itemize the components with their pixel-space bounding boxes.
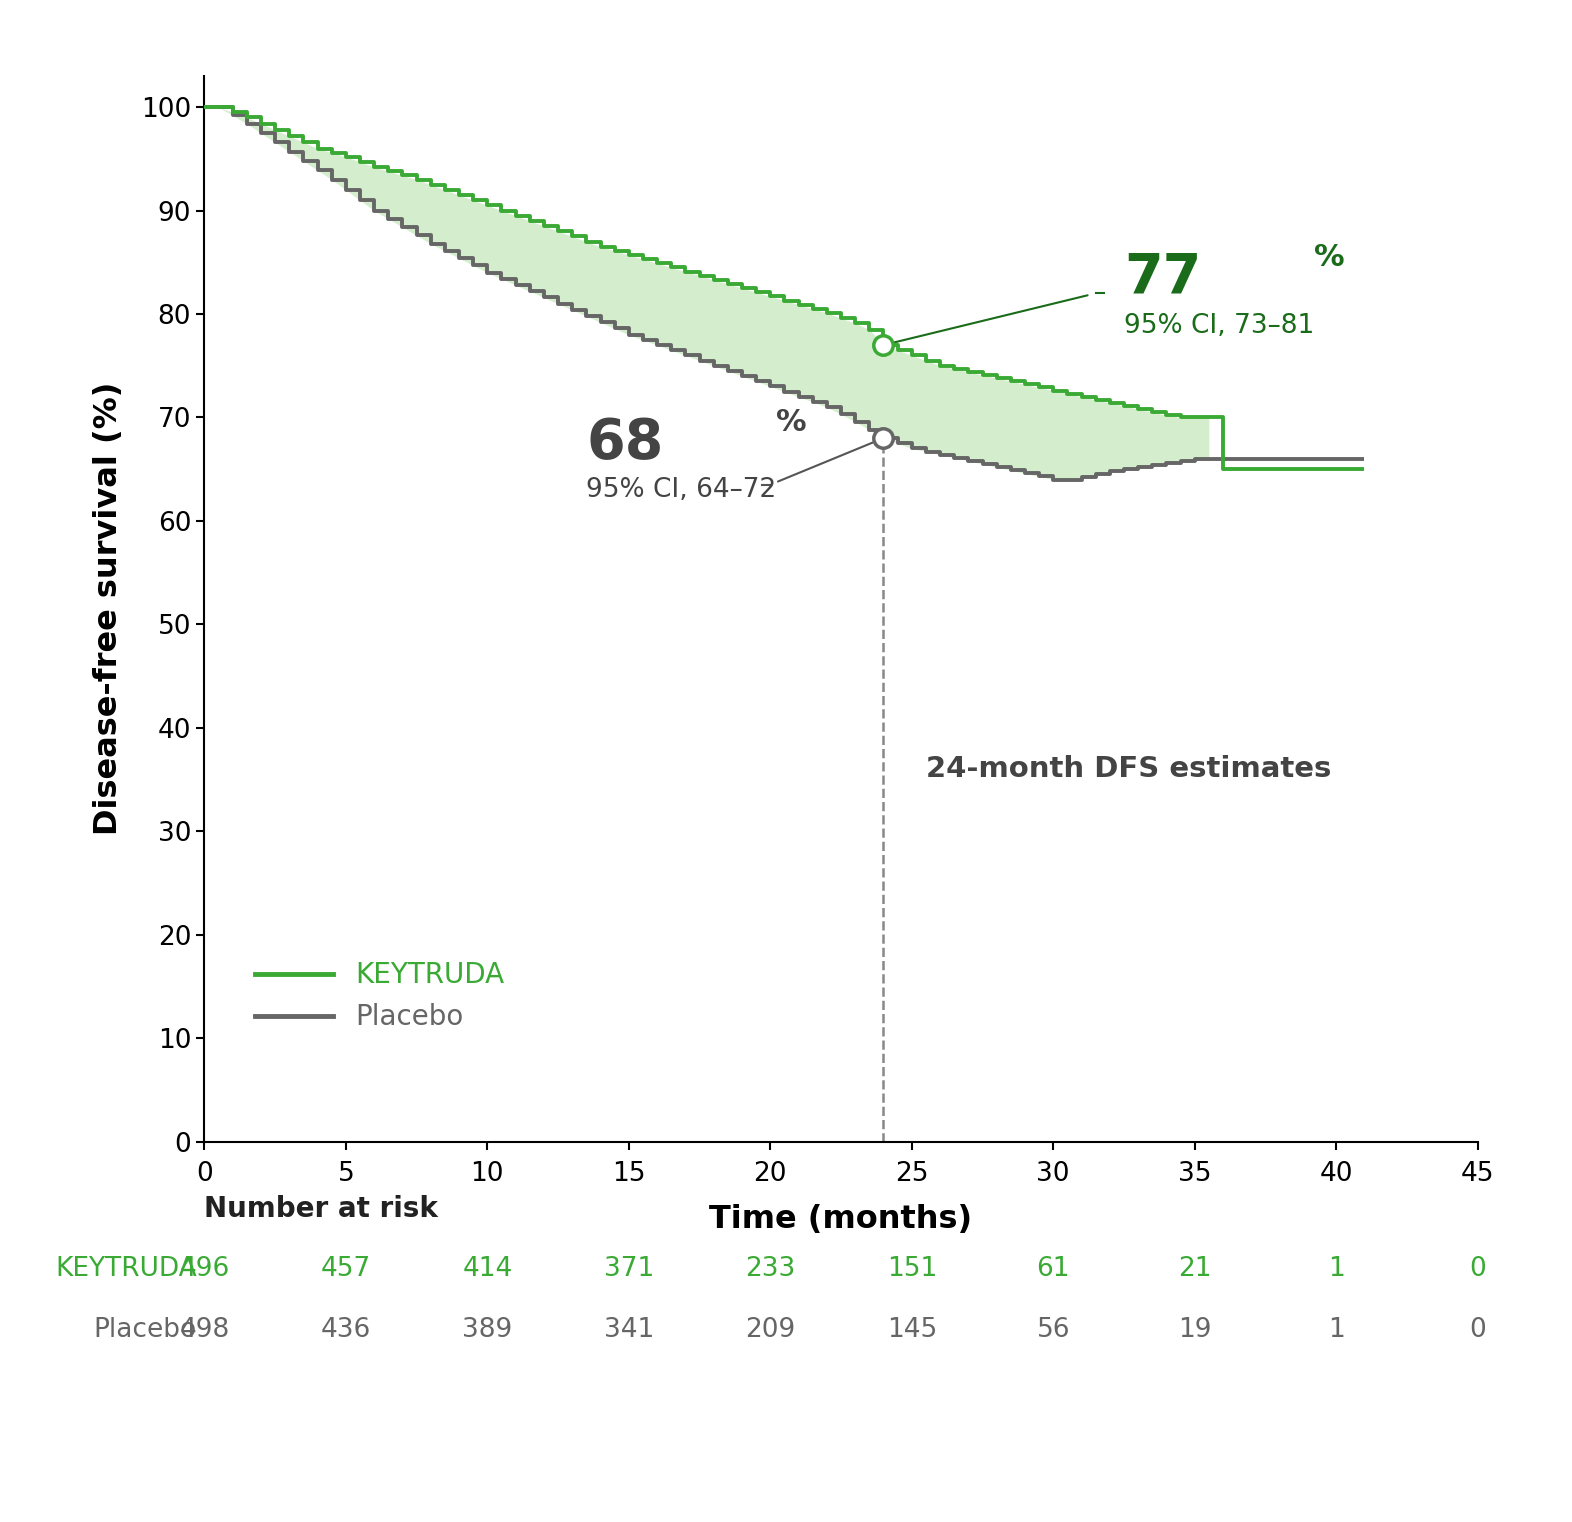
- Text: 371: 371: [604, 1256, 654, 1282]
- Text: 496: 496: [179, 1256, 230, 1282]
- Y-axis label: Disease-free survival (%): Disease-free survival (%): [93, 382, 124, 836]
- Text: KEYTRUDA: KEYTRUDA: [55, 1256, 196, 1282]
- Text: Placebo: Placebo: [93, 1317, 196, 1342]
- Text: 1: 1: [1328, 1317, 1344, 1342]
- Text: 151: 151: [887, 1256, 937, 1282]
- X-axis label: Time (months): Time (months): [709, 1204, 973, 1234]
- Text: 19: 19: [1177, 1317, 1212, 1342]
- Text: Number at risk: Number at risk: [204, 1195, 439, 1222]
- Text: 436: 436: [321, 1317, 371, 1342]
- Text: 233: 233: [745, 1256, 795, 1282]
- Text: 414: 414: [462, 1256, 512, 1282]
- Text: 95% CI, 64–72: 95% CI, 64–72: [586, 476, 777, 502]
- Text: 77: 77: [1124, 251, 1201, 304]
- Text: %: %: [1314, 242, 1344, 271]
- Text: 56: 56: [1036, 1317, 1071, 1342]
- Text: 498: 498: [179, 1317, 230, 1342]
- Text: 21: 21: [1177, 1256, 1212, 1282]
- Text: 457: 457: [321, 1256, 371, 1282]
- Text: 145: 145: [887, 1317, 937, 1342]
- Text: %: %: [777, 408, 806, 437]
- Text: 0: 0: [1470, 1317, 1486, 1342]
- Text: 1: 1: [1328, 1256, 1344, 1282]
- Text: 389: 389: [462, 1317, 512, 1342]
- Legend: KEYTRUDA, Placebo: KEYTRUDA, Placebo: [244, 950, 516, 1043]
- Text: 61: 61: [1036, 1256, 1071, 1282]
- Text: 341: 341: [604, 1317, 654, 1342]
- Text: 0: 0: [1470, 1256, 1486, 1282]
- Text: 209: 209: [745, 1317, 795, 1342]
- Text: 95% CI, 73–81: 95% CI, 73–81: [1124, 314, 1314, 339]
- Text: 68: 68: [586, 417, 663, 470]
- Text: 24-month DFS estimates: 24-month DFS estimates: [926, 755, 1331, 784]
